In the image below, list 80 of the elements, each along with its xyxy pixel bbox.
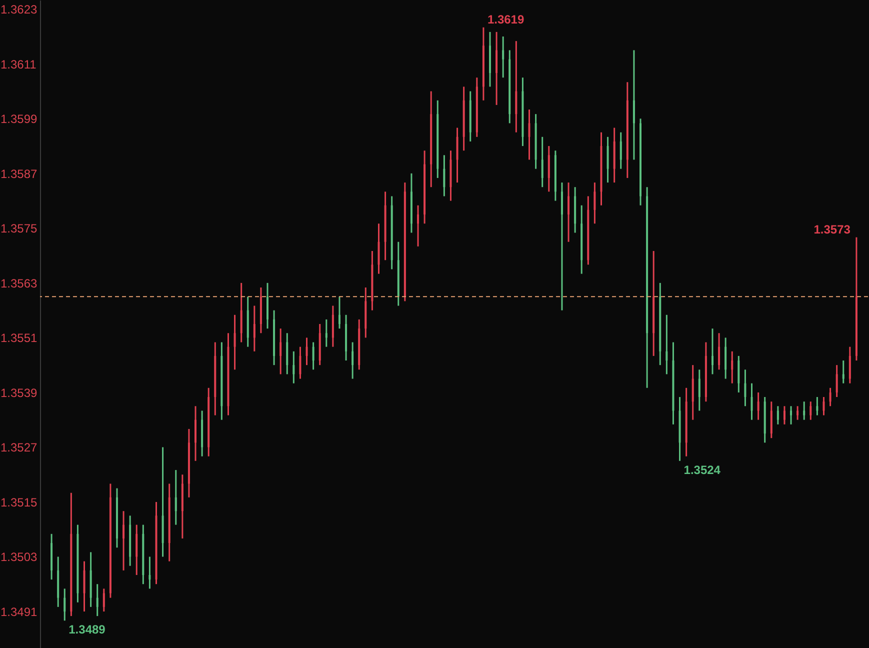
y-tick-label: 1.3491 bbox=[0, 604, 38, 619]
y-tick-label: 1.3503 bbox=[0, 550, 38, 564]
candlestick bbox=[776, 405, 779, 426]
candlestick bbox=[515, 40, 518, 134]
candlestick bbox=[568, 182, 570, 243]
candlestick bbox=[417, 204, 420, 248]
candlestick bbox=[718, 332, 720, 370]
candlestick bbox=[174, 469, 177, 526]
candlestick bbox=[338, 296, 340, 330]
candlestick bbox=[698, 368, 700, 412]
candlestick bbox=[803, 400, 806, 421]
candlestick bbox=[83, 560, 86, 612]
candlestick bbox=[325, 318, 328, 348]
candlestick bbox=[842, 360, 844, 384]
candlestick bbox=[848, 346, 851, 384]
candlestick bbox=[122, 510, 125, 572]
candlestick bbox=[502, 36, 504, 78]
candlestick bbox=[312, 342, 314, 370]
candlestick bbox=[253, 304, 256, 352]
y-tick-label: 1.3515 bbox=[0, 495, 38, 510]
candlestick bbox=[757, 392, 760, 421]
candlestick bbox=[64, 588, 66, 622]
candlestick bbox=[692, 364, 694, 421]
candlestick bbox=[836, 364, 838, 398]
candlestick bbox=[810, 400, 812, 421]
candlestick bbox=[816, 396, 818, 416]
candlestick bbox=[266, 282, 268, 330]
candlestick bbox=[548, 145, 550, 192]
y-tick-label: 1.3563 bbox=[0, 276, 38, 290]
candlestick bbox=[280, 328, 282, 375]
candlestick bbox=[541, 136, 544, 188]
candlestick bbox=[496, 31, 498, 106]
candlestick bbox=[299, 346, 302, 380]
candlestick bbox=[796, 405, 799, 421]
candlestick bbox=[829, 387, 832, 407]
y-tick-label: 1.3587 bbox=[0, 166, 38, 181]
candlestick bbox=[606, 136, 609, 184]
candlestick bbox=[790, 405, 792, 426]
y-tick-label: 1.3527 bbox=[0, 440, 38, 455]
candlestick bbox=[822, 396, 825, 416]
candlestick bbox=[744, 368, 746, 407]
candlestick bbox=[770, 400, 772, 439]
y-tick-label: 1.3623 bbox=[0, 2, 38, 17]
candlestick bbox=[378, 222, 380, 275]
candlestick bbox=[136, 524, 138, 576]
candlestick bbox=[286, 332, 288, 375]
annotation: 1.3573 bbox=[814, 222, 851, 236]
candlestick bbox=[352, 342, 354, 380]
y-tick-label: 1.3611 bbox=[0, 57, 37, 72]
candlestick bbox=[240, 282, 242, 344]
candlestick bbox=[594, 182, 596, 224]
candlestick bbox=[332, 304, 334, 348]
candlestick bbox=[292, 350, 295, 384]
candlestick bbox=[632, 49, 635, 160]
annotation: 1.3619 bbox=[487, 12, 524, 26]
candlestick bbox=[783, 405, 786, 426]
candlestick bbox=[194, 405, 197, 462]
candlestick bbox=[528, 108, 530, 160]
candlestick bbox=[738, 355, 740, 394]
candlestick bbox=[620, 132, 622, 170]
candlestick bbox=[102, 588, 105, 612]
candlestick bbox=[731, 350, 734, 384]
candlestick bbox=[488, 31, 491, 88]
candlestick bbox=[666, 314, 668, 375]
annotation: 1.3489 bbox=[68, 622, 106, 637]
y-tick-label: 1.3539 bbox=[0, 386, 38, 400]
candlestick bbox=[443, 154, 446, 197]
y-tick-label: 1.3599 bbox=[0, 112, 38, 126]
candlestick bbox=[234, 314, 236, 370]
candlestick bbox=[306, 336, 308, 366]
annotation: 1.3524 bbox=[684, 462, 721, 477]
candlestick bbox=[96, 583, 98, 617]
y-tick-label: 1.3575 bbox=[0, 222, 38, 236]
candlestick bbox=[750, 382, 753, 421]
candlestick bbox=[711, 328, 714, 375]
y-tick-label: 1.3551 bbox=[0, 331, 38, 346]
candlestick bbox=[456, 127, 458, 184]
candlestick bbox=[724, 336, 727, 380]
candlestick bbox=[148, 556, 151, 590]
candlestick bbox=[560, 182, 563, 312]
